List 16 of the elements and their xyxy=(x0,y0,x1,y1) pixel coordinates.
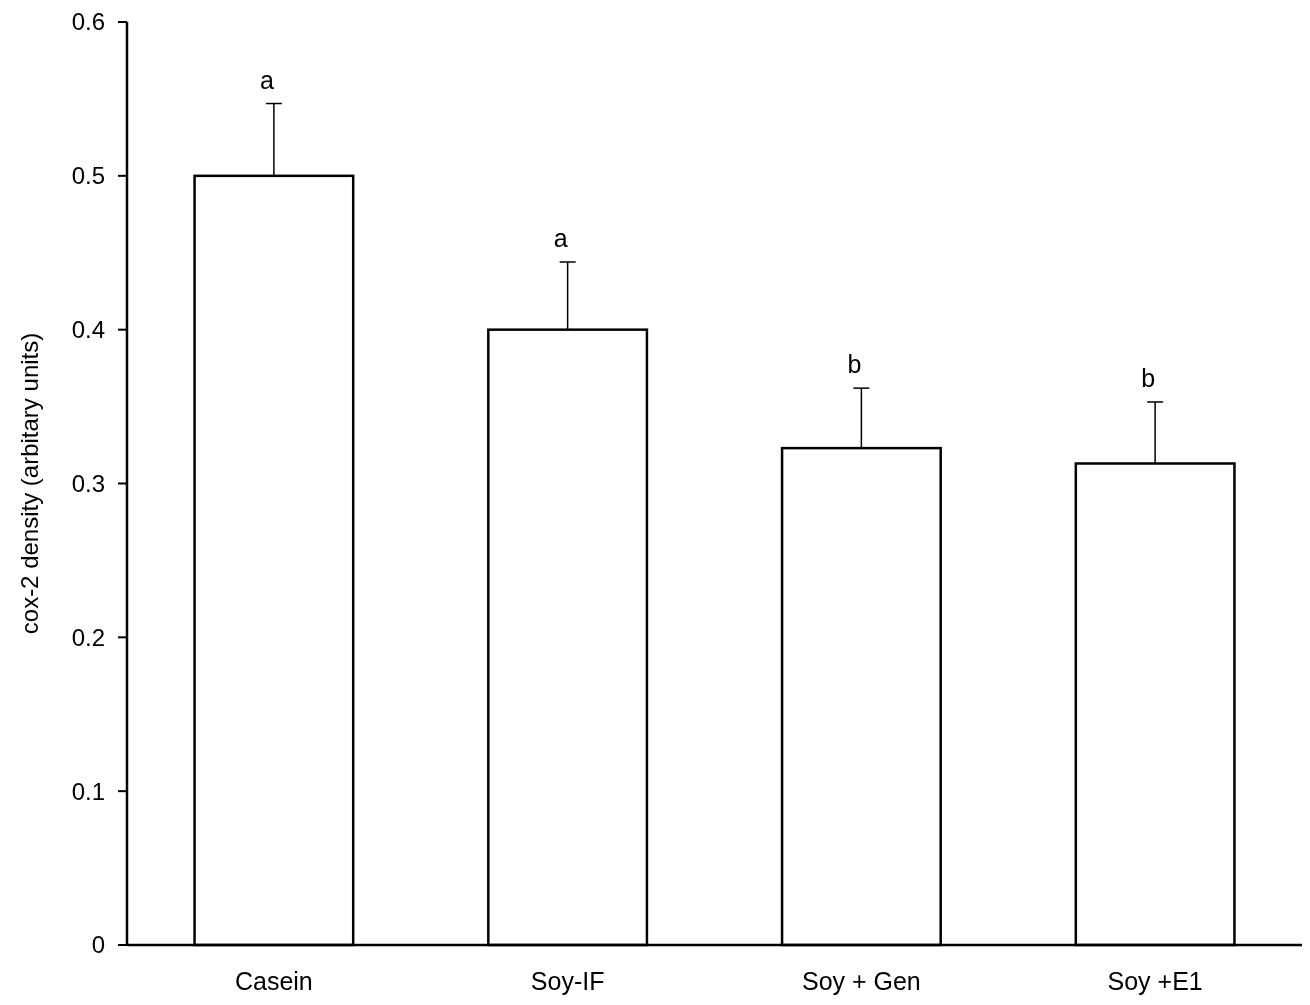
x-tick-label: Soy +E1 xyxy=(1107,967,1203,995)
y-tick-label: 0.1 xyxy=(71,777,105,805)
annotation: a xyxy=(553,223,568,252)
y-tick-label: 0.5 xyxy=(71,162,105,190)
annotation: a xyxy=(259,65,274,94)
y-tick-label: 0.3 xyxy=(71,469,105,497)
y-axis-title: cox-2 density (arbitary units) xyxy=(16,332,43,635)
y-tick-label: 0.6 xyxy=(71,8,105,36)
x-tick-label: Soy + Gen xyxy=(801,967,921,995)
y-tick-label: 0.2 xyxy=(71,623,105,651)
x-tick-label: Soy-IF xyxy=(530,967,605,995)
y-tick-label: 0 xyxy=(91,931,105,959)
annotation: b xyxy=(847,350,862,379)
annotation: b xyxy=(1141,363,1156,392)
x-tick-label: Casein xyxy=(234,967,313,995)
y-tick-label: 0.4 xyxy=(71,316,105,344)
